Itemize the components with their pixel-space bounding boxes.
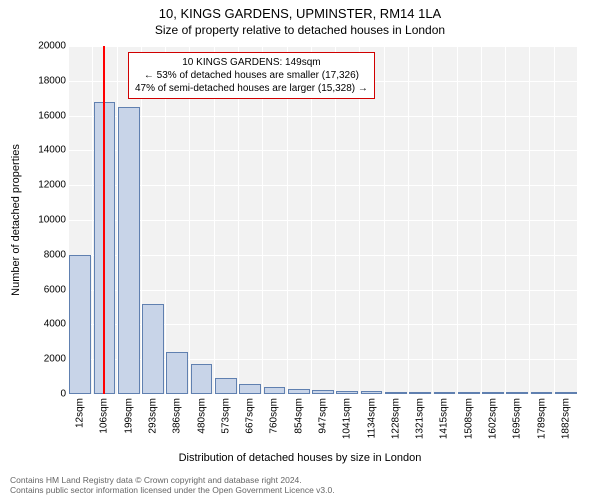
- histogram-bar: [361, 391, 383, 394]
- gridline-h: [68, 290, 578, 291]
- gridline-v: [408, 46, 409, 394]
- annotation-callout: 10 KINGS GARDENS: 149sqm← 53% of detache…: [128, 52, 375, 99]
- histogram-bar: [434, 392, 456, 394]
- y-tick-label: 2000: [16, 354, 66, 365]
- gridline-v: [432, 46, 433, 394]
- x-tick-label: 1228sqm: [390, 398, 401, 439]
- plot-area: 10 KINGS GARDENS: 149sqm← 53% of detache…: [68, 46, 578, 394]
- chart-container: 10, KINGS GARDENS, UPMINSTER, RM14 1LA S…: [0, 0, 600, 500]
- gridline-v: [481, 46, 482, 394]
- x-tick-label: 106sqm: [99, 398, 110, 434]
- gridline-v: [457, 46, 458, 394]
- histogram-bar: [409, 392, 431, 394]
- histogram-bar: [69, 255, 91, 394]
- histogram-bar: [191, 364, 213, 394]
- y-tick-label: 12000: [16, 180, 66, 191]
- x-tick-label: 1321sqm: [415, 398, 426, 439]
- gridline-h: [68, 255, 578, 256]
- annotation-line: 10 KINGS GARDENS: 149sqm: [135, 56, 368, 69]
- x-tick-label: 1882sqm: [560, 398, 571, 439]
- footer-line-1: Contains HM Land Registry data © Crown c…: [10, 475, 590, 486]
- histogram-bar: [312, 390, 334, 394]
- gridline-v: [529, 46, 530, 394]
- x-tick-label: 947sqm: [318, 398, 329, 434]
- histogram-bar: [458, 392, 480, 394]
- x-tick-label: 1134sqm: [366, 398, 377, 438]
- x-tick-label: 1508sqm: [463, 398, 474, 439]
- x-tick-label: 12sqm: [75, 398, 86, 428]
- histogram-bar: [166, 352, 188, 394]
- y-tick-label: 4000: [16, 319, 66, 330]
- x-tick-label: 1602sqm: [488, 398, 499, 439]
- x-tick-label: 667sqm: [245, 398, 256, 434]
- x-tick-label: 199sqm: [123, 398, 134, 434]
- histogram-bar: [531, 392, 553, 394]
- histogram-bar: [385, 392, 407, 394]
- y-tick-label: 6000: [16, 284, 66, 295]
- histogram-bar: [482, 392, 504, 394]
- x-tick-label: 1695sqm: [512, 398, 523, 439]
- gridline-v: [577, 46, 578, 394]
- histogram-bar: [506, 392, 528, 394]
- x-tick-label: 293sqm: [148, 398, 159, 434]
- gridline-v: [554, 46, 555, 394]
- histogram-bar: [264, 387, 286, 394]
- gridline-h: [68, 185, 578, 186]
- chart-title-sub: Size of property relative to detached ho…: [0, 21, 600, 37]
- gridline-h: [68, 150, 578, 151]
- annotation-line: 47% of semi-detached houses are larger (…: [135, 82, 368, 95]
- y-tick-label: 18000: [16, 75, 66, 86]
- histogram-bar: [118, 107, 140, 394]
- y-tick-label: 14000: [16, 145, 66, 156]
- histogram-bar: [215, 378, 237, 394]
- x-tick-label: 760sqm: [269, 398, 280, 434]
- gridline-h: [68, 220, 578, 221]
- gridline-h: [68, 116, 578, 117]
- x-tick-label: 480sqm: [196, 398, 207, 434]
- gridline-h: [68, 394, 578, 395]
- y-tick-label: 20000: [16, 41, 66, 52]
- footer-line-2: Contains public sector information licen…: [10, 485, 590, 496]
- footer-attribution: Contains HM Land Registry data © Crown c…: [10, 475, 590, 496]
- x-tick-label: 854sqm: [293, 398, 304, 434]
- histogram-bar: [288, 389, 310, 394]
- x-tick-label: 1789sqm: [536, 398, 547, 439]
- x-tick-label: 573sqm: [220, 398, 231, 434]
- highlight-marker-line: [103, 46, 105, 394]
- gridline-v: [384, 46, 385, 394]
- histogram-bar: [336, 391, 358, 394]
- annotation-line: ← 53% of detached houses are smaller (17…: [135, 69, 368, 82]
- x-tick-label: 1041sqm: [342, 398, 353, 439]
- histogram-bar: [142, 304, 164, 394]
- y-tick-label: 0: [16, 389, 66, 400]
- chart-title-main: 10, KINGS GARDENS, UPMINSTER, RM14 1LA: [0, 0, 600, 21]
- x-tick-label: 1415sqm: [439, 398, 450, 439]
- y-tick-label: 10000: [16, 215, 66, 226]
- x-axis-label: Distribution of detached houses by size …: [0, 452, 600, 464]
- gridline-h: [68, 46, 578, 47]
- gridline-v: [505, 46, 506, 394]
- y-tick-label: 8000: [16, 249, 66, 260]
- histogram-bar: [239, 384, 261, 394]
- x-tick-label: 386sqm: [172, 398, 183, 434]
- y-tick-label: 16000: [16, 110, 66, 121]
- histogram-bar: [555, 392, 577, 394]
